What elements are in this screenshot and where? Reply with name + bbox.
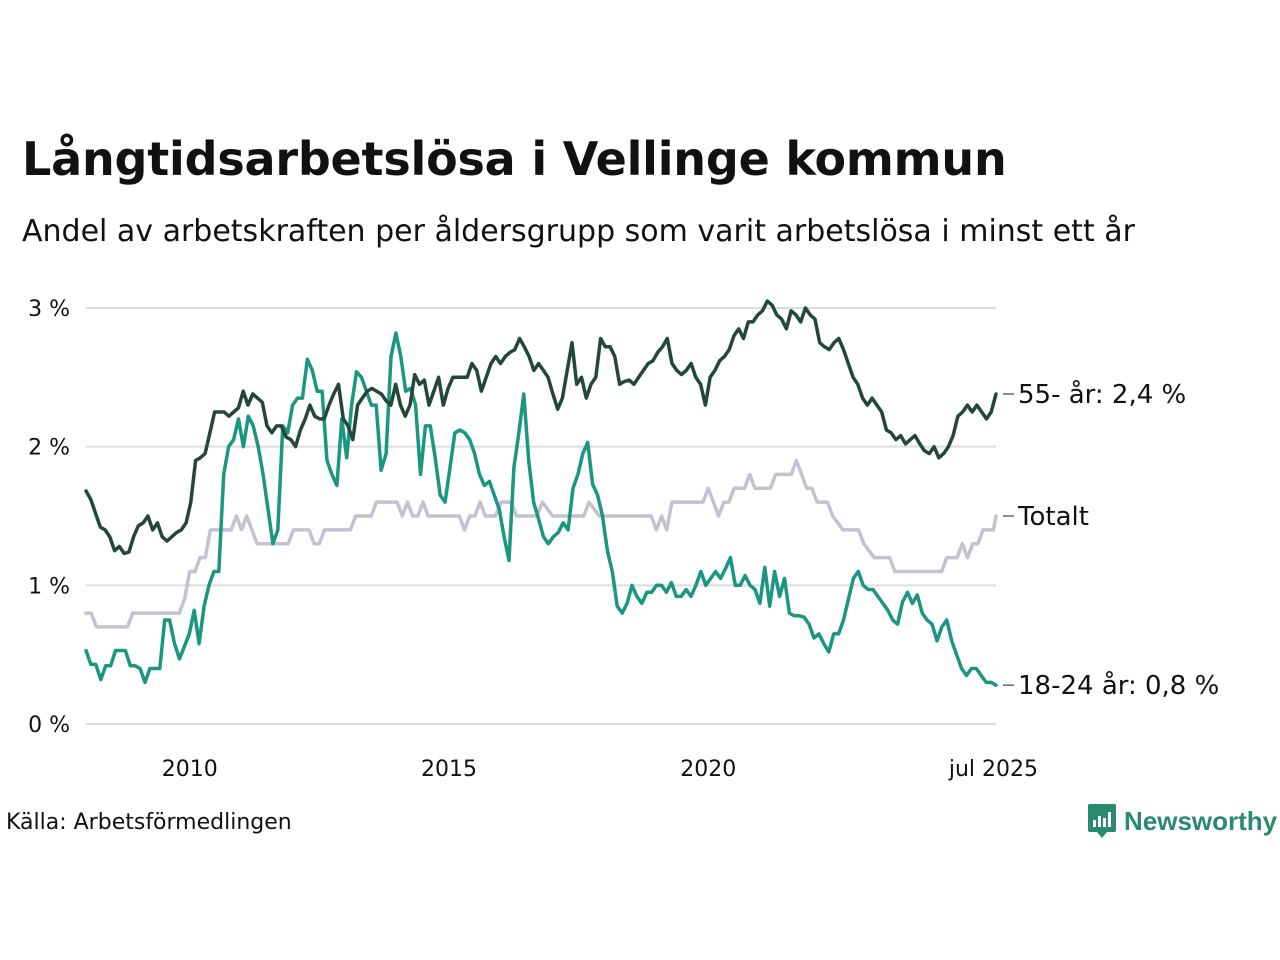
y-tick-label: 2 % (28, 436, 70, 461)
brand-name: Newsworthy (1124, 805, 1278, 836)
gridlines (86, 307, 996, 725)
y-axis-ticks: 0 % 1 % 2 % 3 % (28, 297, 70, 738)
series-line-young (84, 331, 998, 687)
chart-subtitle: Andel av arbetskraften per åldersgrupp s… (22, 214, 1135, 249)
y-tick-label: 0 % (28, 713, 70, 738)
source-note: Källa: Arbetsförmedlingen (6, 810, 292, 835)
y-tick-label: 1 % (28, 574, 70, 599)
series-lines (84, 299, 998, 687)
x-tick-label: 2015 (421, 757, 477, 782)
series-line-older (84, 299, 998, 556)
end-label-young: 18-24 år: 0,8 % (1018, 670, 1219, 701)
x-tick-label: 2010 (162, 757, 218, 782)
x-tick-label: jul 2025 (948, 757, 1038, 782)
end-label-total: Totalt (1017, 502, 1089, 532)
newsworthy-logo-icon (1088, 804, 1116, 838)
line-chart: 0 % 1 % 2 % 3 % 2010 2015 2020 jul 2025 Totalt… (28, 297, 1219, 782)
series-line-total (84, 458, 998, 629)
y-tick-label: 3 % (28, 297, 70, 322)
end-label-older: 55- år: 2,4 % (1018, 379, 1186, 410)
x-tick-label: 2020 (680, 757, 736, 782)
x-axis-ticks: 2010 2015 2020 jul 2025 (162, 757, 1038, 782)
series-end-labels: Totalt 18-24 år: 0,8 % 55- år: 2,4 % (1003, 379, 1219, 701)
chart-title: Långtidsarbetslösa i Vellinge kommun (22, 132, 1007, 186)
brand-logo: Newsworthy (1088, 804, 1277, 838)
